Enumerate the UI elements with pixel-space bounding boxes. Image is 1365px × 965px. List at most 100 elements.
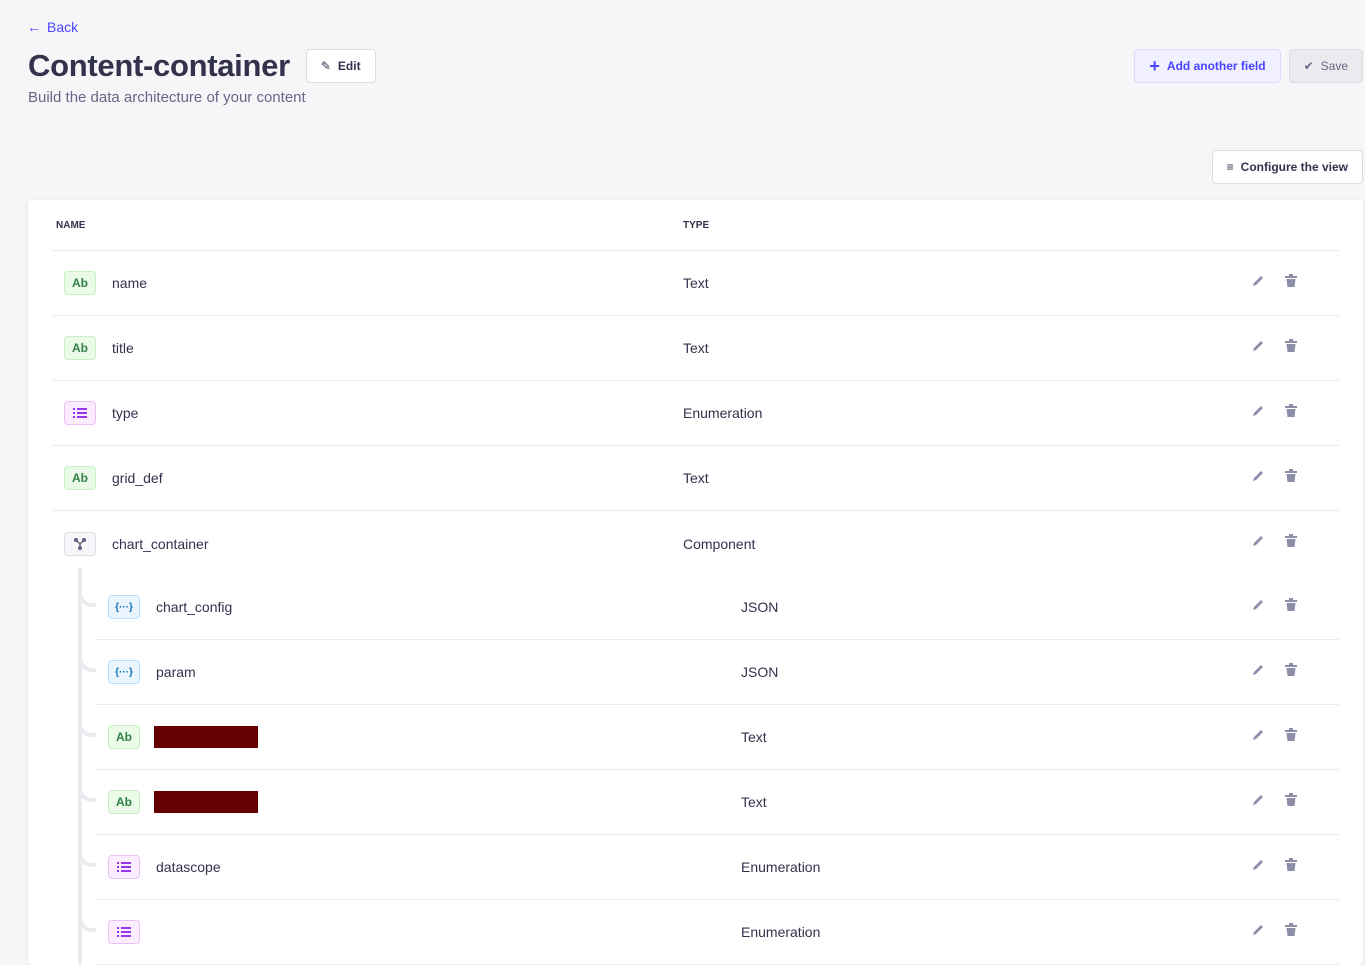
row-actions (1251, 468, 1339, 488)
enumeration-icon (108, 920, 140, 944)
field-type: JSON (741, 599, 779, 615)
table-row[interactable]: Ab grid_def Text (52, 446, 1339, 511)
delete-field-icon[interactable] (1285, 403, 1297, 423)
field-name: param (156, 664, 196, 680)
field-type: JSON (741, 664, 779, 680)
field-name: name (112, 275, 148, 291)
field-type: Enumeration (683, 405, 763, 421)
delete-field-icon[interactable] (1285, 597, 1297, 617)
enumeration-icon (108, 855, 140, 879)
table-row[interactable]: Ab Text (96, 770, 1339, 835)
row-actions (1251, 792, 1339, 812)
list-icon: ≡ (1226, 160, 1234, 174)
delete-field-icon[interactable] (1285, 792, 1297, 812)
table-row[interactable]: {···} chart_config JSON (96, 575, 1339, 640)
row-actions (1251, 857, 1339, 877)
table-row[interactable]: Ab Text (96, 705, 1339, 770)
field-name: datascope (156, 859, 221, 875)
page-title: Content-container (28, 48, 290, 83)
arrow-left-icon: ← (27, 19, 41, 35)
field-type: Component (683, 535, 756, 552)
row-actions (1251, 597, 1339, 617)
edit-field-icon[interactable] (1251, 663, 1265, 682)
row-actions (1251, 273, 1339, 293)
edit-field-icon[interactable] (1251, 339, 1265, 358)
delete-field-icon[interactable] (1285, 922, 1297, 942)
field-type: Text (741, 729, 767, 745)
add-another-field-button[interactable]: + Add another field (1134, 49, 1281, 83)
text-field-icon: Ab (64, 271, 96, 295)
tree-line (78, 568, 82, 965)
table-row[interactable]: type Enumeration (52, 381, 1339, 446)
redacted-name (154, 726, 258, 748)
edit-field-icon[interactable] (1251, 793, 1265, 812)
back-link[interactable]: ← Back (27, 19, 79, 35)
edit-field-icon[interactable] (1251, 728, 1265, 747)
delete-field-icon[interactable] (1285, 662, 1297, 682)
check-icon: ✔ (1303, 59, 1314, 73)
field-name: type (112, 405, 139, 421)
delete-field-icon[interactable] (1285, 857, 1297, 877)
row-actions (1251, 922, 1339, 942)
save-button[interactable]: ✔ Save (1288, 49, 1363, 83)
edit-field-icon[interactable] (1251, 404, 1265, 423)
tree-branch (78, 719, 96, 737)
column-header-type: TYPE (683, 220, 710, 231)
field-name: title (112, 340, 134, 356)
delete-field-icon[interactable] (1285, 273, 1297, 293)
component-icon (64, 531, 96, 556)
column-header-name: NAME (56, 220, 86, 231)
tree-branch (78, 849, 96, 867)
table-row[interactable]: datascope Enumeration (96, 835, 1339, 900)
text-field-icon: Ab (64, 466, 96, 490)
json-icon: {···} (108, 660, 140, 684)
edit-field-icon[interactable] (1251, 469, 1265, 488)
divider (52, 250, 1339, 251)
table-row[interactable]: Ab title Text (52, 316, 1339, 381)
field-type: Text (683, 275, 709, 291)
delete-field-icon[interactable] (1285, 338, 1297, 358)
field-type: Text (683, 470, 709, 486)
field-type: Text (741, 794, 767, 810)
table-row[interactable]: Ab name Text (52, 251, 1339, 316)
delete-field-icon[interactable] (1285, 468, 1297, 488)
delete-field-icon[interactable] (1285, 534, 1297, 553)
text-field-icon: Ab (64, 336, 96, 360)
field-name: chart_container (112, 535, 209, 552)
row-actions (1251, 534, 1339, 553)
edit-field-icon[interactable] (1251, 534, 1265, 553)
tree-branch (78, 654, 96, 672)
edit-field-icon[interactable] (1251, 923, 1265, 942)
field-type: Text (683, 340, 709, 356)
enumeration-icon (64, 401, 96, 425)
edit-field-icon[interactable] (1251, 274, 1265, 293)
pencil-icon: ✎ (320, 59, 331, 73)
tree-branch (78, 784, 96, 802)
table-row[interactable]: Enumeration (96, 900, 1339, 965)
plus-icon: + (1149, 56, 1160, 76)
row-actions (1251, 403, 1339, 423)
edit-button[interactable]: ✎ Edit (305, 49, 376, 83)
row-actions (1251, 727, 1339, 747)
page-subtitle: Build the data architecture of your cont… (28, 89, 306, 106)
table-row[interactable]: {···} param JSON (96, 640, 1339, 705)
text-field-icon: Ab (108, 790, 140, 814)
field-type: Enumeration (741, 924, 821, 940)
row-actions (1251, 662, 1339, 682)
row-actions (1251, 338, 1339, 358)
field-type: Enumeration (741, 859, 821, 875)
edit-field-icon[interactable] (1251, 858, 1265, 877)
field-name: grid_def (112, 470, 163, 486)
table-row[interactable]: chart_container Component (52, 511, 1339, 576)
fields-table: NAME TYPE Ab name Text Ab title Text type Enume… (28, 200, 1363, 965)
edit-field-icon[interactable] (1251, 598, 1265, 617)
field-name: chart_config (156, 599, 233, 615)
title-row: Content-container ✎ Edit (28, 49, 376, 83)
json-icon: {···} (108, 595, 140, 619)
text-field-icon: Ab (108, 725, 140, 749)
configure-view-button[interactable]: ≡ Configure the view (1211, 150, 1363, 184)
header-actions: + Add another field ✔ Save (1134, 49, 1363, 83)
redacted-name (154, 791, 258, 813)
delete-field-icon[interactable] (1285, 727, 1297, 747)
tree-branch (78, 589, 96, 607)
